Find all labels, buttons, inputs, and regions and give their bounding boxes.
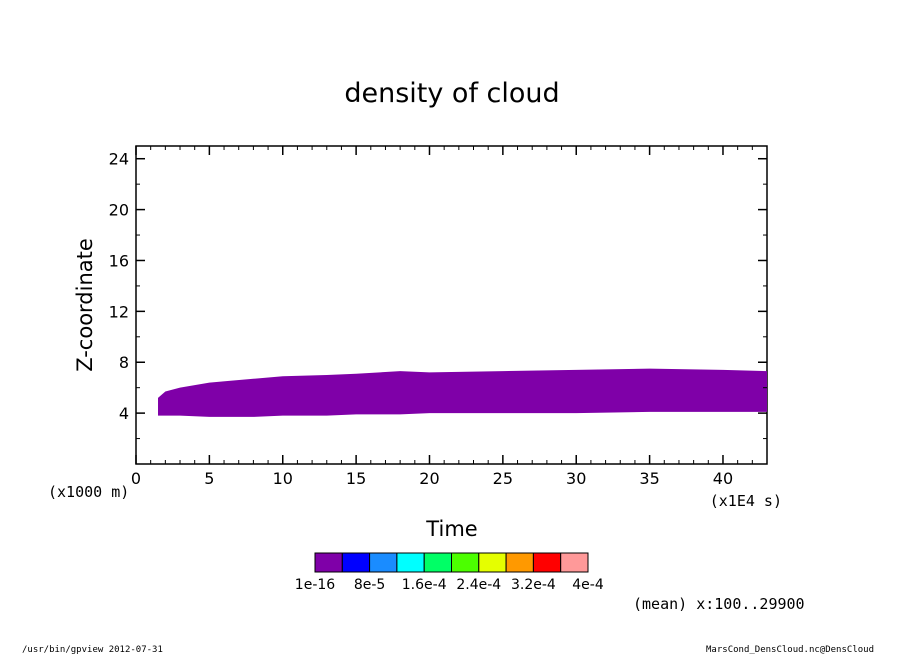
y-tick-label: 24 [109,150,129,169]
colorbar-label: 8e-5 [354,577,385,593]
x-tick-label: 5 [204,469,214,488]
x-tick-label: 35 [639,469,659,488]
y-tick-label: 20 [109,201,129,220]
x-axis-label: Time [425,517,477,541]
x-tick-label: 25 [493,469,513,488]
x-tick-label: 40 [713,469,733,488]
y-tick-label: 8 [119,353,129,372]
colorbar-swatch [532,552,562,573]
x-unit-label: (x1E4 s) [710,492,782,510]
y-tick-label: 4 [119,404,129,423]
footer-right: MarsCond_DensCloud.nc@DensCloud [706,645,874,654]
colorbar-swatch [423,552,453,573]
colorbar-label: 2.4e-4 [456,577,501,593]
colorbar-swatch [396,552,425,573]
x-tick-label: 20 [419,469,439,488]
colorbar-swatch [478,552,507,573]
colorbar-label: 1e-16 [295,577,335,593]
y-axis-ticks: 4 8 12 16 20 24 [109,150,767,440]
footer-left: /usr/bin/gpview 2012-07-31 [22,645,163,654]
colorbar-label: 1.6e-4 [402,577,447,593]
colorbar-labels: 1e-16 8e-5 1.6e-4 2.4e-4 3.2e-4 4e-4 [295,577,604,593]
colorbar [314,552,589,573]
y-tick-label: 16 [109,251,129,270]
colorbar-swatch [369,552,398,573]
density-area-layer [158,368,768,417]
colorbar-swatch [505,552,534,573]
x-tick-label: 10 [273,469,293,488]
colorbar-swatch [341,552,371,573]
x-axis-ticks: 0 5 10 15 20 25 30 35 40 [131,146,753,488]
density-area-series-0 [158,368,768,417]
colorbar-swatch [451,552,480,573]
x-tick-label: 30 [566,469,586,488]
chart-title: density of cloud [344,78,559,109]
y-unit-label: (x1000 m) [48,483,129,501]
x-tick-label: 0 [131,469,141,488]
x-tick-label: 15 [346,469,366,488]
plot-frame [135,145,768,465]
colorbar-swatch [560,552,589,573]
y-axis-label: Z-coordinate [73,238,97,372]
colorbar-swatch [314,552,343,573]
mean-annotation: (mean) x:100..29900 [633,595,805,613]
colorbar-label: 4e-4 [572,577,604,593]
colorbar-label: 3.2e-4 [511,577,556,593]
y-tick-label: 12 [109,302,129,321]
